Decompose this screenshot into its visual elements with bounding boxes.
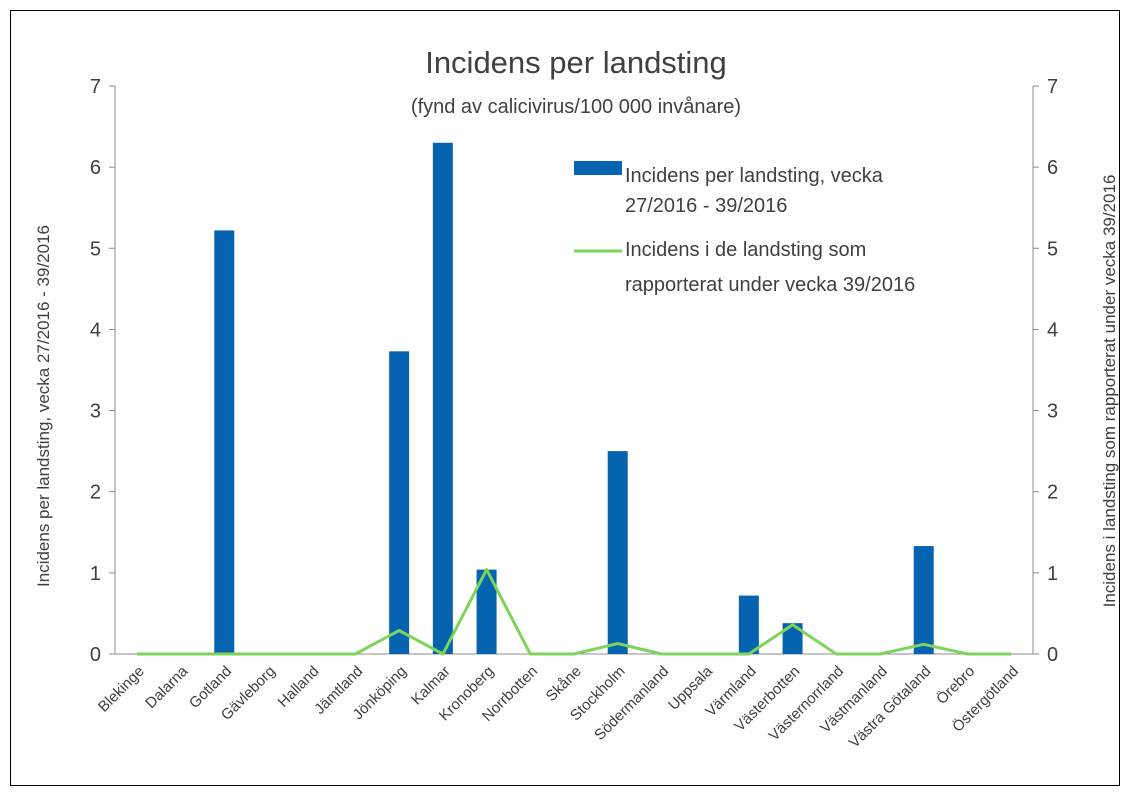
y-tick-label-right: 4 (1047, 319, 1058, 341)
x-tick-label: Blekinge (95, 663, 148, 716)
y-tick-label-left: 6 (90, 157, 101, 179)
bar (738, 595, 759, 654)
legend: Incidens per landsting, vecka 27/2016 - 3… (574, 161, 915, 296)
x-tick-label: Dalarna (142, 662, 192, 712)
line-series (136, 568, 1012, 656)
y-tick-label-left: 0 (90, 644, 101, 666)
bar (214, 230, 235, 655)
chart-title: Incidens per landsting (425, 45, 727, 80)
x-tick-labels: BlekingeDalarnaGotlandGävleborgHallandJä… (95, 662, 1022, 751)
y-tick-label-right: 5 (1047, 238, 1058, 260)
x-tick-label: Skåne (543, 663, 585, 705)
y-tick-label-left: 2 (90, 482, 101, 504)
y-axis-label-left: Incidens per landsting, vecka 27/2016 - … (34, 225, 53, 587)
chart-frame: Incidens per landsting (fynd av calicivi… (10, 10, 1120, 786)
legend-label: Incidens per landsting, vecka (625, 165, 884, 187)
chart: Incidens per landsting (fynd av calicivi… (34, 45, 1119, 751)
y-tick-label-right: 2 (1047, 482, 1058, 504)
y-tick-label-right: 0 (1047, 644, 1058, 666)
legend-swatch-bar (574, 161, 622, 175)
series-line (136, 568, 1012, 656)
y-tick-label-left: 1 (90, 563, 101, 585)
y-tick-label-left: 4 (90, 319, 101, 341)
bar (432, 142, 453, 655)
y-tick-label-right: 1 (1047, 563, 1058, 585)
bar (607, 451, 628, 654)
y-tick-label-right: 3 (1047, 401, 1058, 423)
y-tick-label-right: 7 (1047, 76, 1058, 98)
bar (389, 351, 410, 654)
y-tick-label-left: 5 (90, 238, 101, 260)
y-axis-label-right: Incidens i landsting som rapporterat und… (1100, 175, 1119, 608)
y-tick-label-left: 3 (90, 401, 101, 423)
legend-label: Incidens i de landsting som (625, 239, 866, 261)
bar (476, 569, 497, 654)
y-tick-label-left: 7 (90, 76, 101, 98)
y-tick-label-right: 6 (1047, 157, 1058, 179)
x-tick-label: Västra Götaland (846, 663, 935, 752)
chart-subtitle: (fynd av calicivirus/100 000 invånare) (411, 96, 741, 118)
bar-series (214, 142, 934, 655)
bar (913, 546, 934, 654)
bar (782, 623, 803, 654)
legend-label: 27/2016 - 39/2016 (625, 195, 787, 217)
legend-label: rapporterat under vecka 39/2016 (625, 274, 915, 296)
